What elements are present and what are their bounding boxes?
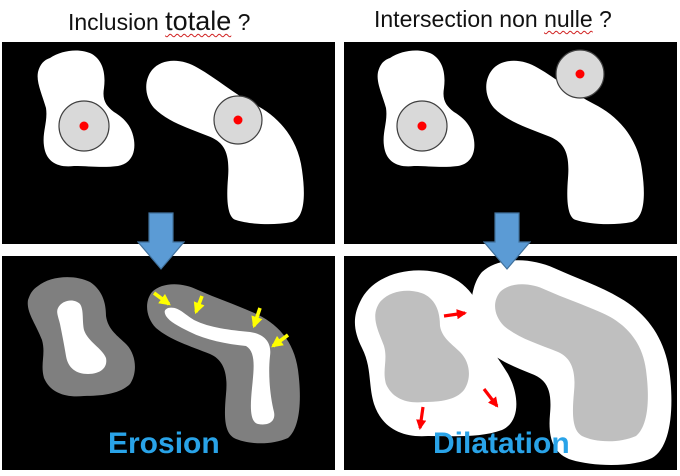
intersection-drawing: [377, 49, 644, 225]
original-bent-core: [495, 284, 648, 442]
erosion-panel: [2, 256, 335, 470]
center-dot: [417, 121, 427, 131]
title-total-inclusion: Inclusion totale ?: [68, 6, 250, 37]
bent-shape: [146, 60, 304, 225]
title-right-word: nulle: [544, 6, 593, 32]
center-dot: [79, 121, 89, 131]
title-left-word: totale: [165, 6, 232, 36]
dilation-drawing: [354, 260, 672, 465]
intersection-panel: [344, 42, 677, 244]
arrow-icon: [482, 388, 499, 408]
erosion-drawing: [27, 277, 300, 444]
title-nonempty-intersection: Intersection non nulle ?: [374, 6, 612, 33]
center-dot: [233, 115, 243, 125]
original-blob-core: [375, 290, 469, 403]
inclusion-panel: [2, 42, 335, 244]
caption-erosion: Erosion: [108, 427, 220, 460]
arrow-icon: [443, 309, 468, 320]
eroded-blob: [57, 300, 107, 374]
center-dot: [575, 69, 585, 79]
arrow-icon: [193, 295, 205, 315]
arrow-icon: [251, 307, 263, 329]
arrow-icon: [416, 406, 427, 431]
eroded-bent: [164, 307, 275, 425]
title-right-suffix: ?: [592, 6, 612, 32]
title-left-suffix: ?: [231, 9, 251, 35]
dilation-panel: [344, 256, 677, 470]
title-left-prefix: Inclusion: [68, 9, 166, 35]
arrow-down-icon: [137, 212, 185, 270]
arrow-icon: [271, 333, 290, 348]
caption-dilation: Dilatation: [433, 427, 570, 460]
arrow-icon: [152, 291, 171, 306]
arrow-down-icon: [483, 212, 531, 270]
title-right-prefix: Intersection non: [374, 6, 545, 32]
bent-shape: [486, 60, 644, 225]
inclusion-drawing: [37, 50, 304, 225]
